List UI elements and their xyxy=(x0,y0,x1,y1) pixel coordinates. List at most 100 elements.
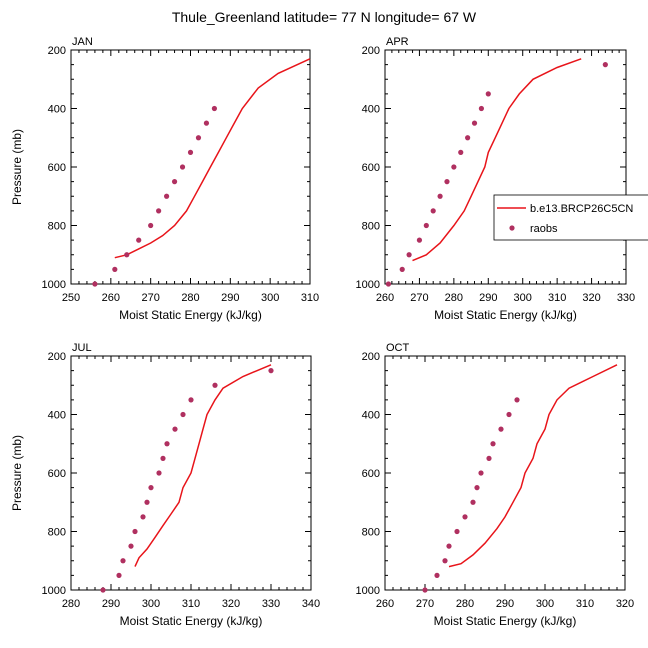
raobs-point xyxy=(444,179,450,185)
x-tick-label: 330 xyxy=(262,598,280,610)
x-tick-label: 300 xyxy=(514,292,532,304)
raobs-point xyxy=(180,411,186,418)
raobs-point xyxy=(172,426,178,432)
y-tick-label: 200 xyxy=(362,351,380,363)
y-tick-label: 400 xyxy=(362,104,380,116)
x-tick-label: 300 xyxy=(261,292,279,304)
panel-jul: JUL 280 290 300 310 320 330 340 200 400 600 800 1000… xyxy=(10,342,320,628)
x-tick-label: 290 xyxy=(479,292,497,304)
legend-dot-swatch xyxy=(509,225,515,231)
y-tick-label: 600 xyxy=(362,468,380,480)
raobs-point xyxy=(451,164,457,170)
raobs-point xyxy=(478,105,484,112)
x-tick-label: 270 xyxy=(141,292,159,304)
x-tick-label: 310 xyxy=(182,598,200,610)
plot-frame xyxy=(384,49,627,285)
x-tick-label: 280 xyxy=(456,598,474,610)
raobs-point xyxy=(406,252,412,258)
plot-frame xyxy=(70,49,311,285)
x-axis-label: Moist Static Energy (kJ/kg) xyxy=(119,308,262,322)
y-tick-label: 600 xyxy=(48,162,66,174)
legend-box xyxy=(493,194,648,241)
model-profile-line xyxy=(114,58,311,259)
raobs-point xyxy=(470,499,476,505)
raobs-point xyxy=(132,528,138,535)
raobs-point xyxy=(454,528,460,535)
x-tick-label: 260 xyxy=(376,598,394,610)
raobs-point xyxy=(430,208,436,214)
raobs-point xyxy=(506,411,512,418)
model-profile-line xyxy=(412,58,582,262)
model-profile-line xyxy=(134,364,272,567)
raobs-point xyxy=(442,558,448,564)
x-tick-label: 270 xyxy=(410,292,428,304)
y-tick-label: 800 xyxy=(362,527,380,539)
x-tick-label: 290 xyxy=(496,598,514,610)
y-tick-label: 200 xyxy=(362,45,380,57)
raobs-point xyxy=(486,455,492,461)
raobs-point xyxy=(416,237,423,243)
y-tick-label: 200 xyxy=(48,351,66,363)
raobs-point xyxy=(136,237,142,243)
legend: b.e13.BRCP26C5CN raobs xyxy=(493,194,648,241)
raobs-point xyxy=(490,441,496,447)
x-axis-label: Moist Static Energy (kJ/kg) xyxy=(434,308,577,322)
y-tick-label: 1000 xyxy=(356,279,380,291)
x-tick-label: 320 xyxy=(616,598,634,610)
raobs-point xyxy=(462,514,468,520)
raobs-point xyxy=(128,543,134,549)
y-tick-label: 1000 xyxy=(42,585,66,597)
raobs-point xyxy=(164,193,170,199)
raobs-point xyxy=(195,135,202,141)
raobs-point xyxy=(156,208,162,214)
x-tick-label: 250 xyxy=(62,292,80,304)
x-tick-label: 280 xyxy=(181,292,199,304)
panel-label: JUL xyxy=(72,342,92,354)
raobs-point xyxy=(171,179,178,185)
y-tick-label: 400 xyxy=(362,410,380,422)
raobs-point xyxy=(434,572,440,578)
raobs-point xyxy=(120,558,126,564)
raobs-point xyxy=(124,252,130,258)
raobs-point xyxy=(474,485,480,491)
y-tick-label: 400 xyxy=(48,104,66,116)
raobs-point xyxy=(112,266,118,272)
y-tick-label: 200 xyxy=(48,45,66,57)
x-tick-label: 340 xyxy=(302,598,320,610)
raobs-point xyxy=(458,149,464,155)
plot-frame xyxy=(384,355,626,591)
raobs-point xyxy=(385,281,392,287)
x-tick-label: 320 xyxy=(582,292,600,304)
raobs-point xyxy=(602,62,608,68)
raobs-point xyxy=(514,397,520,403)
model-profile-line xyxy=(448,364,618,568)
x-tick-label: 280 xyxy=(445,292,463,304)
y-tick-label: 800 xyxy=(48,527,66,539)
raobs-point xyxy=(140,514,146,520)
x-tick-label: 310 xyxy=(301,292,319,304)
y-tick-label: 400 xyxy=(48,410,66,422)
y-tick-label: 600 xyxy=(362,162,380,174)
x-tick-label: 310 xyxy=(548,292,566,304)
raobs-point xyxy=(100,587,106,593)
y-tick-label: 1000 xyxy=(42,279,66,291)
raobs-point xyxy=(148,222,154,229)
y-axis-label: Pressure (mb) xyxy=(10,129,24,205)
chart-title: Thule_Greenland latitude= 77 N longitude… xyxy=(172,9,477,25)
raobs-point xyxy=(465,135,471,141)
raobs-point xyxy=(471,120,478,126)
panel-apr: APR 260 270 280 290 300 310 320 330 200 400 600 800 1… xyxy=(356,36,636,322)
y-tick-label: 1000 xyxy=(356,585,380,597)
raobs-point xyxy=(422,587,428,593)
x-tick-label: 320 xyxy=(222,598,240,610)
x-tick-label: 290 xyxy=(102,598,120,610)
y-tick-label: 800 xyxy=(362,221,380,233)
raobs-point xyxy=(156,470,162,476)
x-tick-label: 280 xyxy=(62,598,80,610)
raobs-point xyxy=(212,382,218,388)
y-tick-label: 600 xyxy=(48,468,66,480)
x-axis-label: Moist Static Energy (kJ/kg) xyxy=(120,614,263,628)
panel-label: OCT xyxy=(386,342,410,354)
raobs-point xyxy=(211,105,217,112)
